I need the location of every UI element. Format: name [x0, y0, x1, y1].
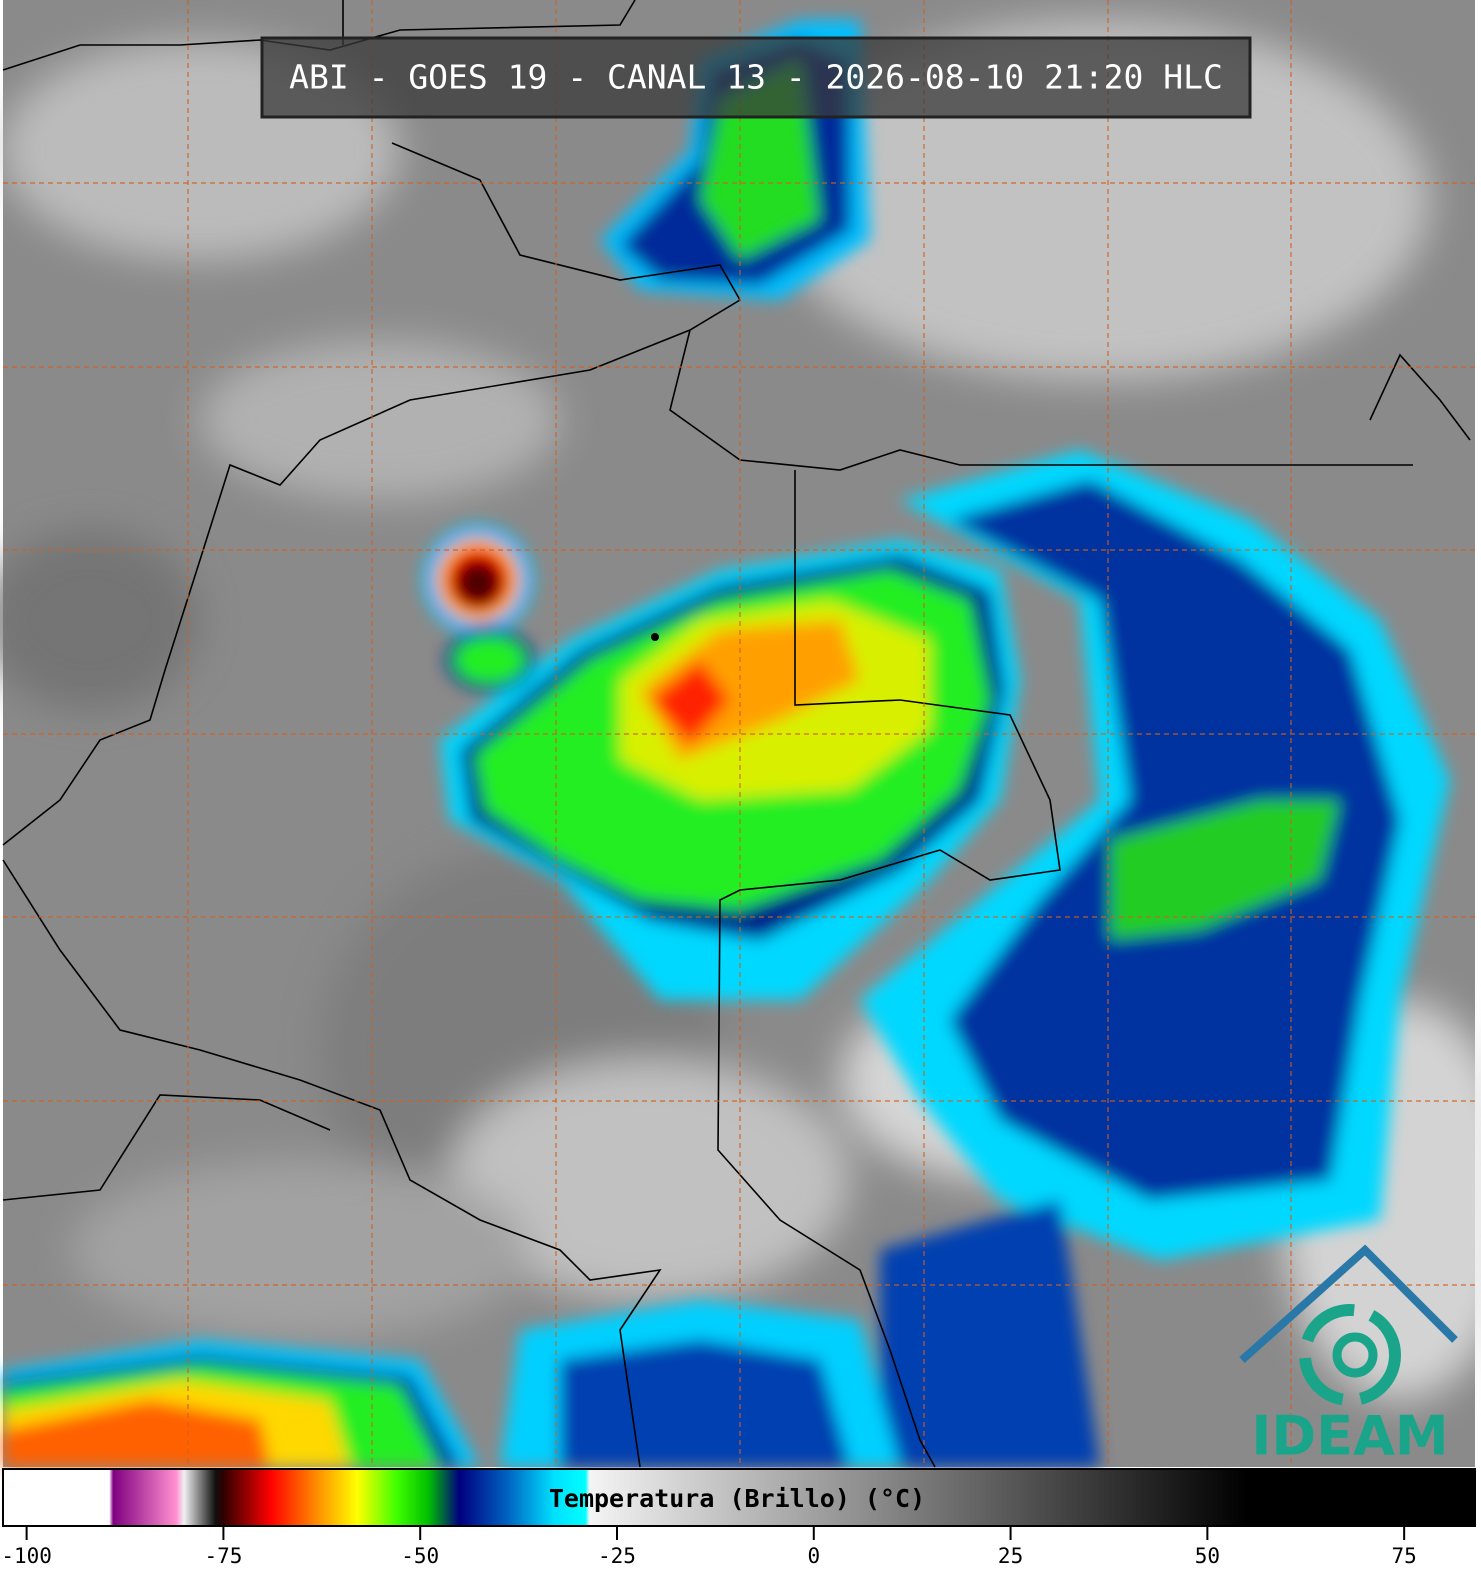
- tick-label: 0: [807, 1544, 820, 1568]
- tick-label: -75: [204, 1544, 242, 1568]
- colorbar-label: Temperatura (Brillo) (°C): [549, 1484, 925, 1513]
- tick-label: -25: [598, 1544, 636, 1568]
- title: ABI - GOES 19 - CANAL 13 - 2026-08-10 21…: [289, 58, 1223, 97]
- tick-label: -100: [1, 1544, 52, 1568]
- satellite-image: [0, 0, 1481, 1468]
- tick-label: 75: [1392, 1544, 1417, 1568]
- tick-label: 25: [998, 1544, 1023, 1568]
- title-box: [260, 36, 1252, 119]
- colorbar: [2, 1468, 1476, 1527]
- tick-label: -50: [401, 1544, 439, 1568]
- tick-label: 50: [1195, 1544, 1220, 1568]
- logo-text: IDEAM: [1251, 1405, 1448, 1468]
- logo: IDEAM: [1239, 1244, 1458, 1468]
